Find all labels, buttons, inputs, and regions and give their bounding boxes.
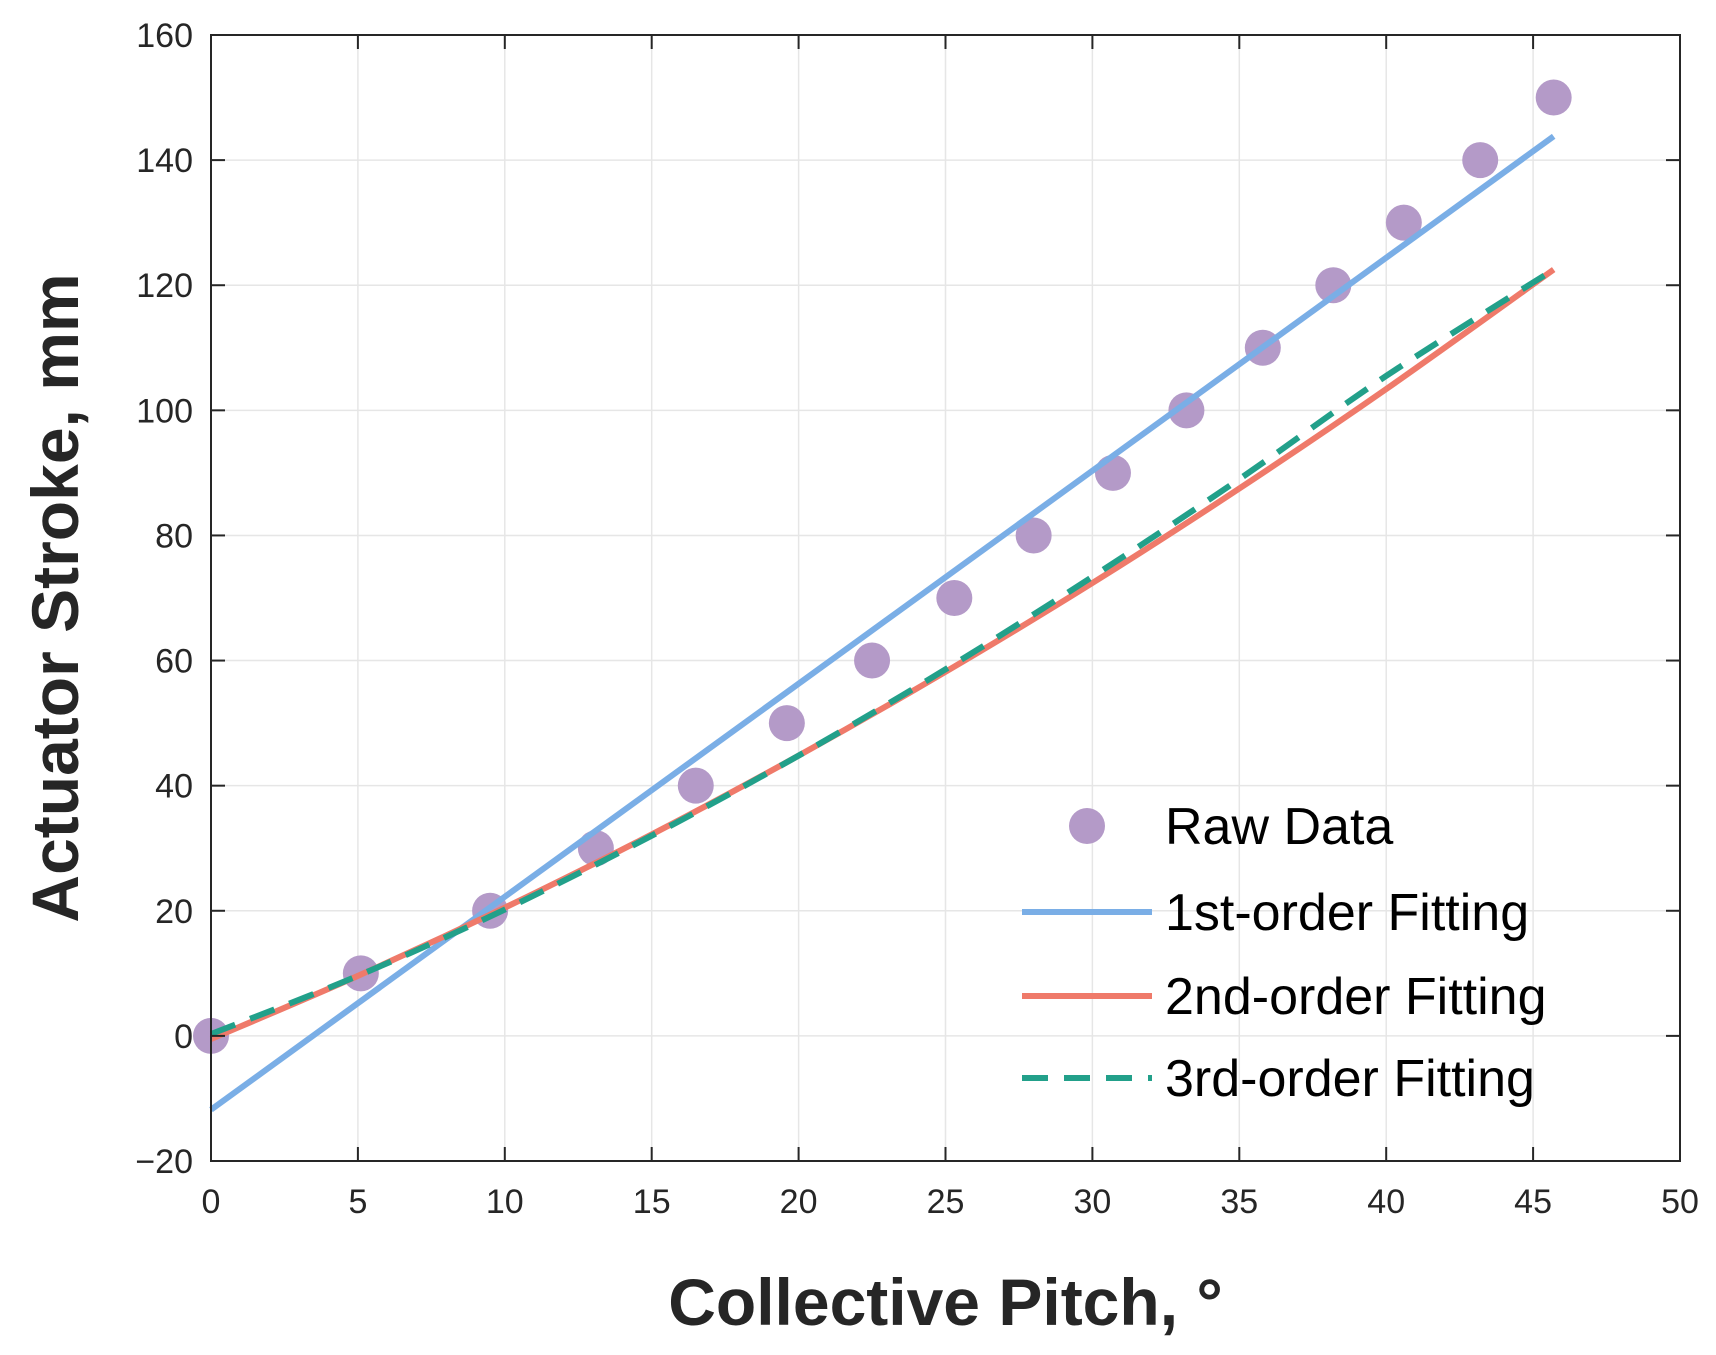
x-tick-label: 35: [1220, 1183, 1258, 1221]
legend-2nd-order-label: 2nd-order Fitting: [1165, 968, 1547, 1026]
y-tick-label: 100: [136, 392, 193, 430]
x-tick-label: 5: [348, 1183, 367, 1221]
legend: Raw Data 1st-order Fitting 2nd-order Fit…: [1022, 798, 1547, 1108]
tick-layer: 0 5 10 15 20 25 30 35 40 45 50−2002040608010012014…: [135, 17, 1699, 1221]
y-tick-label: 160: [136, 17, 193, 55]
legend-3rd-order-label: 3rd-order Fitting: [1165, 1050, 1535, 1108]
legend-raw-data-label: Raw Data: [1165, 798, 1393, 856]
x-tick-label: 45: [1514, 1183, 1552, 1221]
x-tick-label: 15: [633, 1183, 671, 1221]
y-tick-label: 40: [155, 768, 193, 806]
legend-1st-order-label: 1st-order Fitting: [1165, 884, 1529, 942]
raw-data-point: [1462, 142, 1499, 179]
x-tick-label: 10: [486, 1183, 524, 1221]
raw-data-point: [1015, 517, 1052, 554]
raw-data-point: [1094, 454, 1131, 491]
raw-data-point: [1385, 204, 1422, 241]
y-tick-label: 80: [155, 517, 193, 555]
third-order-fit-line: [209, 267, 1556, 1037]
legend-raw-data-marker: [1069, 808, 1105, 844]
y-tick-label: 60: [155, 643, 193, 681]
raw-data-point: [1315, 267, 1352, 304]
raw-data-point: [854, 642, 891, 679]
raw-data-point: [768, 705, 805, 742]
raw-data-point: [1535, 79, 1572, 116]
y-tick-label: −20: [135, 1143, 193, 1181]
first-order-fit-line: [209, 133, 1556, 1113]
raw-data-point: [936, 580, 973, 616]
x-axis-title: Collective Pitch, °: [668, 1265, 1223, 1339]
y-tick-label: 0: [174, 1018, 193, 1056]
y-axis-title: Actuator Stroke, mm: [18, 273, 92, 922]
x-tick-label: 0: [202, 1183, 221, 1221]
raw-data-point: [1168, 392, 1205, 429]
raw-data-point: [677, 767, 714, 804]
y-tick-label: 140: [136, 142, 193, 180]
x-tick-label: 20: [780, 1183, 818, 1221]
x-tick-label: 30: [1073, 1183, 1111, 1221]
y-tick-label: 20: [155, 893, 193, 931]
x-tick-label: 40: [1367, 1183, 1405, 1221]
y-tick-label: 120: [136, 267, 193, 305]
series-layer: [193, 79, 1572, 1113]
x-tick-label: 50: [1661, 1183, 1699, 1221]
x-tick-label: 25: [927, 1183, 965, 1221]
